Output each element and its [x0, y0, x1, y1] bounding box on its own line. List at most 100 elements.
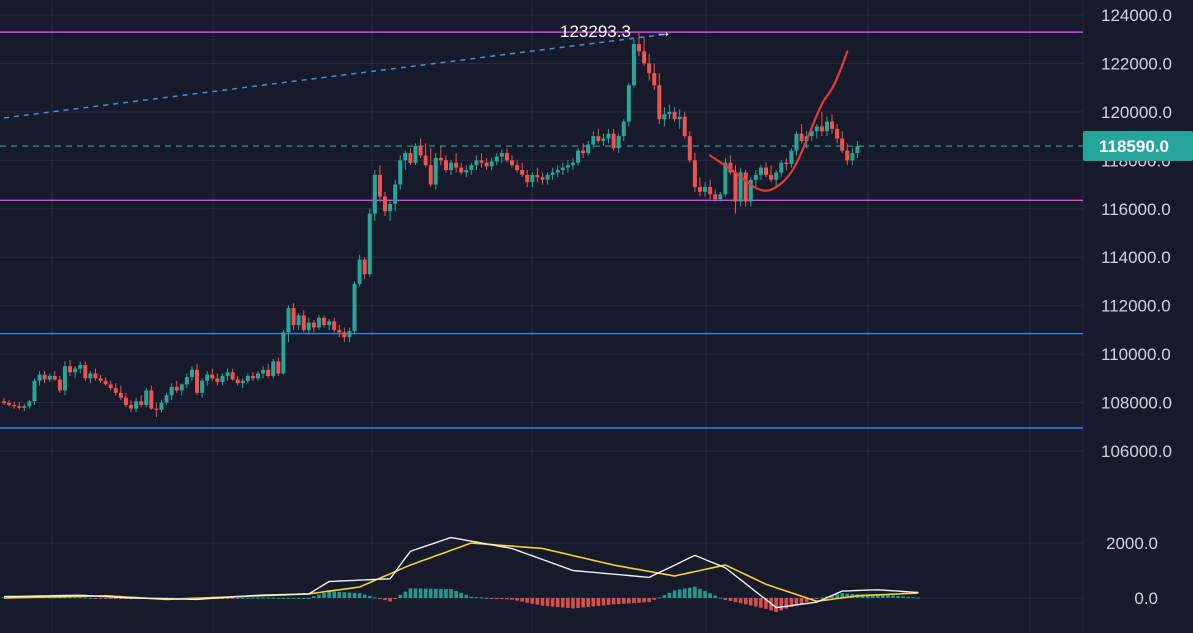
candle-body — [769, 174, 774, 180]
macd-histogram-bar — [886, 595, 890, 598]
macd-histogram-bar — [388, 598, 392, 602]
macd-histogram-bar — [423, 588, 428, 598]
macd-histogram-bar — [246, 597, 250, 599]
macd-histogram-bar — [713, 595, 717, 598]
macd-histogram-bar — [58, 597, 62, 599]
macd-histogram-bar — [799, 598, 804, 604]
macd-histogram-bar — [647, 598, 651, 603]
macd-axis[interactable]: 0.0 2000.0 — [1106, 534, 1158, 608]
candle-body — [154, 408, 159, 410]
macd-histogram-bar — [835, 594, 839, 598]
candle-body — [57, 379, 62, 391]
macd-histogram-bar — [845, 593, 850, 598]
macd-histogram-bar — [108, 598, 113, 599]
candle-body — [743, 172, 748, 202]
candle-body — [22, 406, 27, 408]
macd-histogram-bar — [667, 592, 672, 598]
candle-body — [748, 179, 753, 202]
macd-histogram-bar — [911, 597, 916, 599]
candle-body — [545, 174, 550, 180]
price-tick-label: 116000.0 — [1101, 200, 1171, 219]
candle-body — [581, 150, 586, 154]
candle-body — [149, 390, 154, 409]
price-tick-label: 114000.0 — [1101, 248, 1171, 267]
candle-body — [758, 167, 763, 175]
candle-body — [474, 160, 479, 166]
macd-histogram-bar — [672, 590, 677, 598]
macd-histogram-bar — [794, 598, 799, 606]
macd-histogram-bar — [484, 597, 489, 599]
candle-body — [250, 375, 255, 379]
macd-histogram-bar — [652, 598, 657, 600]
candle-body — [779, 162, 784, 173]
macd-histogram-bar — [576, 598, 580, 608]
macd-histogram-bar — [606, 598, 611, 605]
candle-body — [713, 194, 718, 200]
price-axis[interactable]: 106000.0 108000.0 110000.0 112000.0 114000.0… — [1101, 6, 1172, 461]
candle-body — [591, 136, 596, 145]
candle-body — [68, 366, 73, 373]
macd-histogram-bar — [357, 593, 362, 598]
candle-body — [738, 172, 743, 202]
macd-histogram-bar — [637, 598, 641, 603]
macd-histogram-bar — [373, 597, 377, 599]
candle-body — [37, 374, 42, 381]
candle-body — [596, 136, 601, 141]
macd-histogram-bar — [520, 598, 524, 602]
macd-histogram-bar — [256, 597, 260, 599]
candle-body — [362, 259, 367, 275]
candle-body — [515, 165, 520, 171]
candle-body — [139, 401, 144, 405]
macd-histogram-bar — [393, 598, 397, 599]
candle-body — [261, 369, 266, 374]
candle-body — [306, 322, 311, 330]
macd-histogram-bar — [225, 598, 230, 599]
macd-histogram-bar — [464, 594, 469, 598]
candle-body — [459, 167, 464, 173]
candle-body — [449, 162, 454, 171]
macd-histogram-bar — [688, 587, 692, 598]
candle-body — [835, 128, 840, 139]
macd-histogram-bar — [596, 598, 601, 606]
candle-body — [179, 384, 184, 391]
candle-body — [118, 392, 123, 398]
candle-body — [144, 390, 149, 405]
macd-histogram-bar — [566, 598, 570, 608]
macd-histogram-bar — [535, 598, 540, 605]
macd-histogram-bar — [240, 597, 245, 599]
macd-histogram-bar — [73, 597, 77, 599]
candle-body — [570, 162, 575, 166]
candle-body — [2, 401, 6, 404]
candle-body — [393, 184, 398, 204]
candle-body — [78, 365, 83, 369]
price-tick-label: 106000.0 — [1101, 442, 1172, 461]
candle-body — [555, 170, 560, 173]
price-tick-label: 110000.0 — [1101, 345, 1171, 364]
candle-body — [718, 194, 723, 200]
candle-body — [301, 315, 306, 330]
candle-body — [621, 121, 626, 137]
candle-body — [123, 397, 128, 405]
candle-body — [108, 384, 113, 389]
macd-histogram-bar — [738, 598, 743, 604]
macd-histogram-bar — [581, 598, 585, 608]
candle-body — [728, 162, 733, 173]
macd-histogram-bar — [251, 597, 255, 599]
candle-body — [73, 368, 78, 373]
candle-body — [62, 366, 67, 391]
candle-body — [464, 170, 469, 173]
macd-histogram-bar — [98, 598, 103, 599]
candle-body — [189, 369, 194, 378]
macd-histogram-bar — [611, 598, 616, 605]
candle-body — [703, 186, 708, 192]
candle-body — [443, 160, 448, 171]
candle-body — [723, 162, 728, 195]
candle-body — [235, 379, 240, 384]
candle-body — [322, 317, 327, 326]
projection-path — [709, 50, 849, 192]
price-tick-label: 120000.0 — [1101, 103, 1172, 122]
candle-body — [540, 177, 545, 180]
candle-body — [291, 308, 296, 326]
candle-body — [672, 111, 677, 120]
